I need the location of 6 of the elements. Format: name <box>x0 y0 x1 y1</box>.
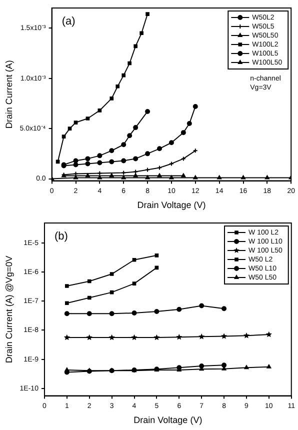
y-axis-title: Drain Current (A) @Vg=0V <box>4 256 14 364</box>
x-axis-title: Drain Voltage (V) <box>134 415 202 426</box>
x-axis-title: Drain Voltage (V) <box>137 200 206 210</box>
y-axis-title: Drain Current (A) <box>4 60 14 129</box>
annotation: (a) <box>62 16 76 28</box>
annotation: (b) <box>54 230 68 243</box>
